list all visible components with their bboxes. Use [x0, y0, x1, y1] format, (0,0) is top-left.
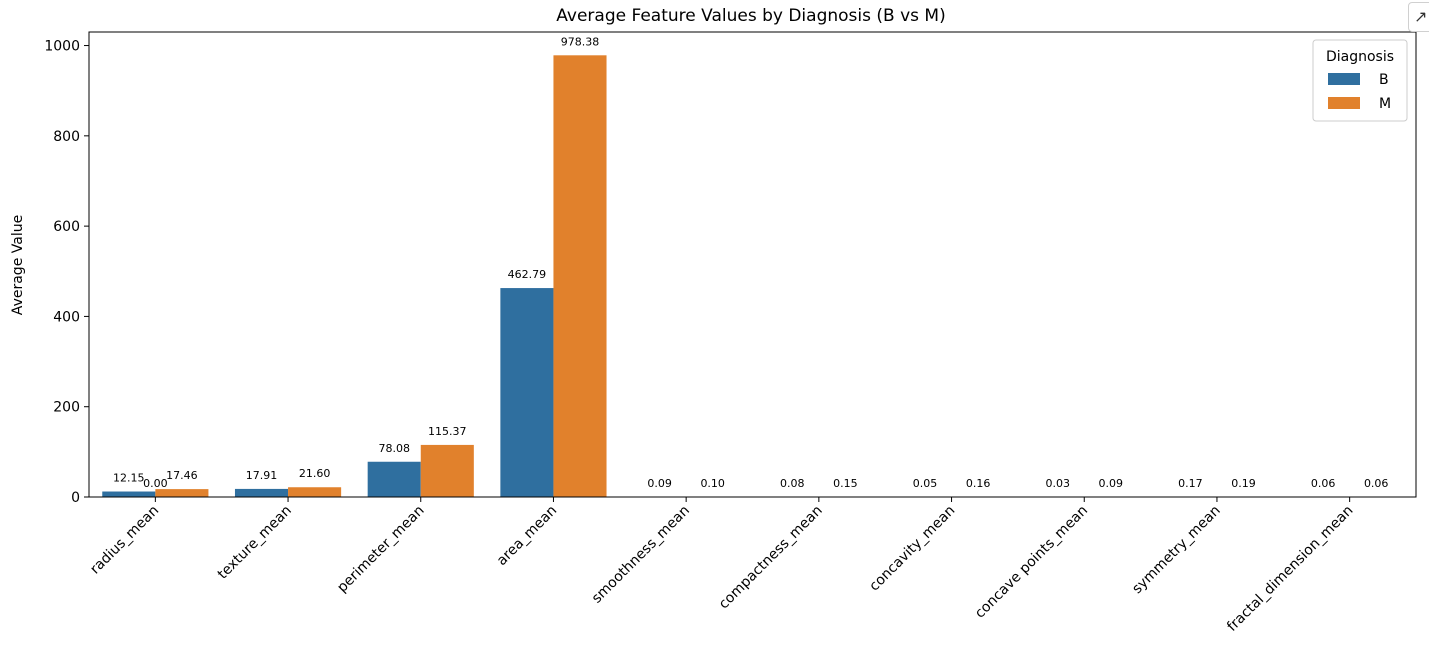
y-tick-label: 1000 — [44, 39, 80, 55]
data-label: 0.09 — [1099, 477, 1124, 490]
y-tick-label: 200 — [53, 400, 80, 416]
bar-M-area_mean — [553, 55, 607, 498]
y-tick-label: 400 — [53, 309, 80, 325]
data-labels: 12.15 17.46 17.91 21.60 78.08 115.37 462.79 978… — [113, 35, 1388, 490]
x-tick-label: symmetry_mean — [1129, 503, 1224, 598]
y-tick-label: 0 — [71, 490, 80, 506]
data-label: 462.79 — [508, 268, 547, 281]
bar-B-texture_mean — [234, 488, 289, 497]
data-label: 0.06 — [1364, 477, 1389, 490]
data-label: 17.91 — [246, 469, 278, 482]
y-tick-label: 600 — [53, 219, 80, 235]
x-axis: radius_mean texture_mean perimeter_mean are… — [87, 497, 1356, 635]
data-label: 12.15 — [113, 472, 145, 485]
x-tick-label: smoothness_mean — [589, 503, 693, 607]
bar-B-perimeter_mean — [367, 461, 421, 497]
bar-M-texture_mean — [288, 487, 342, 497]
bar-M-radius_mean — [155, 489, 209, 497]
data-label: 0.09 — [647, 477, 672, 490]
plot-frame — [88, 31, 1417, 498]
bars — [102, 55, 1403, 498]
chart-title: Average Feature Values by Diagnosis (B v… — [556, 6, 945, 26]
data-label: 0.19 — [1231, 477, 1256, 490]
annotation-label: 0.00 — [143, 477, 168, 490]
data-label: 17.46 — [166, 469, 198, 482]
legend-swatch-B — [1328, 73, 1360, 85]
x-tick-label: fractal_dimension_mean — [1224, 503, 1356, 635]
legend-title: Diagnosis — [1326, 49, 1394, 65]
bar-M-perimeter_mean — [420, 444, 474, 497]
data-label: 0.17 — [1178, 477, 1203, 490]
x-tick-label: texture_mean — [215, 503, 295, 583]
data-label: 0.03 — [1045, 477, 1070, 490]
legend-label-M: M — [1379, 96, 1391, 112]
data-label: 978.38 — [561, 35, 600, 48]
legend-label-B: B — [1379, 72, 1389, 88]
x-tick-label: concave points_mean — [972, 503, 1091, 622]
y-axis-label: Average Value — [10, 215, 26, 315]
data-label: 78.08 — [378, 442, 410, 455]
data-label: 0.08 — [780, 477, 805, 490]
data-label: 115.37 — [428, 425, 467, 438]
x-tick-label: concavity_mean — [866, 503, 958, 595]
y-tick-label: 800 — [53, 129, 80, 145]
x-tick-label: compactness_mean — [716, 503, 826, 613]
data-label: 21.60 — [299, 467, 331, 480]
data-label: 0.15 — [833, 477, 858, 490]
data-label: 0.16 — [966, 477, 991, 490]
legend-swatch-M — [1328, 97, 1360, 109]
x-tick-label: radius_mean — [87, 503, 162, 578]
y-axis: 0 200 400 600 800 1000 — [44, 39, 89, 506]
bar-B-area_mean — [500, 288, 554, 497]
expand-icon[interactable]: ↗ — [1408, 2, 1429, 32]
data-label: 0.06 — [1311, 477, 1336, 490]
data-label: 0.05 — [913, 477, 938, 490]
bar-B-radius_mean — [102, 491, 156, 497]
x-tick-label: perimeter_mean — [334, 503, 427, 596]
x-tick-label: area_mean — [494, 503, 560, 569]
data-label: 0.10 — [700, 477, 725, 490]
legend[interactable]: Diagnosis BM — [1312, 39, 1408, 122]
